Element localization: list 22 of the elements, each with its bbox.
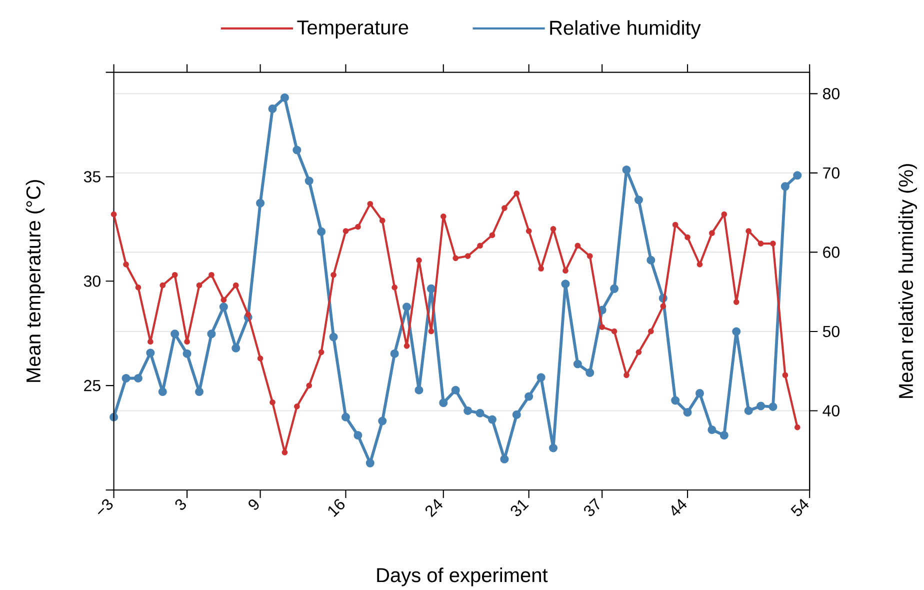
y2-tick-label: 80 (823, 88, 840, 100)
legend-label: Temperature (297, 20, 408, 38)
y-tick-label: 30 (84, 275, 100, 287)
x-tick-label: 3 (175, 499, 186, 510)
x-tick-label: 37 (584, 498, 600, 516)
y2-axis-title: Mean relative humidity (%) (898, 164, 918, 398)
y-tick-label: 25 (84, 380, 100, 392)
y2-tick-label: 60 (823, 246, 840, 258)
y-tick-label: 35 (84, 171, 100, 182)
y2-tick-label: 70 (823, 167, 840, 179)
x-tick-label: −3 (98, 499, 113, 514)
y2-tick-label: 40 (822, 405, 840, 416)
x-axis-title: Days of experiment (377, 568, 548, 586)
x-tick-label: 54 (790, 498, 809, 516)
legend-label: Relative humidity (550, 20, 701, 39)
x-tick-label: 24 (425, 498, 443, 518)
y-axis-title: Mean temperature (°C) (26, 180, 44, 382)
x-tick-label: 31 (510, 500, 529, 516)
x-tick-label: 44 (672, 498, 687, 516)
y2-tick-label: 50 (822, 326, 840, 338)
x-tick-label: 9 (248, 499, 259, 510)
x-tick-label: 16 (328, 499, 345, 517)
